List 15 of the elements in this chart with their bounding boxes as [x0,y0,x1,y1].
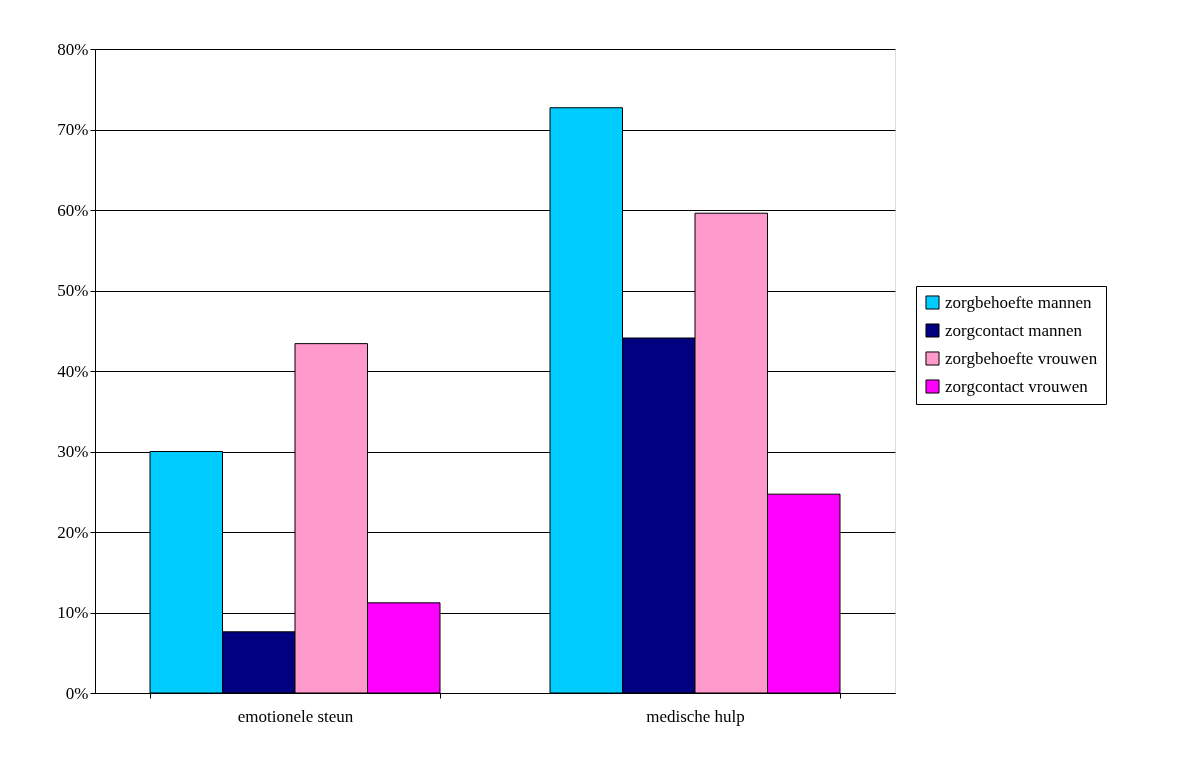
legend-label: zorgcontact mannen [945,320,1083,340]
y-tick-label: 60% [57,200,89,220]
y-tick-label: 80% [57,39,89,59]
y-tick-label: 30% [57,442,89,461]
y-tick-label: 40% [57,361,89,381]
x-tick-label: emotionele steun [237,706,354,726]
legend-label: zorgbehoefte mannen [945,292,1092,312]
x-tick-label: medische hulp [646,706,745,726]
y-tick-label: 50% [57,281,89,300]
legend-label: zorgbehoefte vrouwen [945,348,1098,368]
legend-label: zorgcontact vrouwen [945,376,1089,396]
y-tick-label: 20% [57,522,89,542]
y-tick-label: 10% [57,603,89,622]
y-tick-label: 0% [65,683,89,703]
y-tick-label: 70% [57,120,89,139]
